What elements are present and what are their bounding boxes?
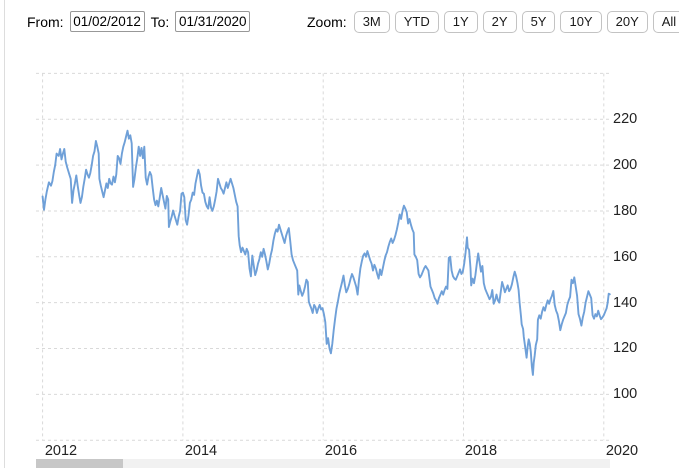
x-axis-tick-2020: 2020 [605, 443, 639, 459]
x-axis-tick-2016: 2016 [324, 443, 358, 459]
to-date-input[interactable] [175, 11, 251, 32]
zoom-button-ytd[interactable]: YTD [394, 11, 439, 33]
y-axis-tick-200: 200 [613, 157, 638, 173]
zoom-button-all[interactable]: All [652, 11, 679, 33]
x-axis-tick-2014: 2014 [184, 443, 218, 459]
x-axis-tick-2012: 2012 [44, 443, 78, 459]
zoom-button-5y[interactable]: 5Y [521, 11, 556, 33]
from-label: From: [27, 13, 64, 30]
from-date-input[interactable] [69, 11, 145, 32]
y-axis-tick-100: 100 [613, 386, 638, 402]
price-series-line [41, 129, 611, 376]
zoom-button-1y[interactable]: 1Y [443, 11, 478, 33]
zoom-button-3m[interactable]: 3M [353, 11, 390, 33]
zoom-button-20y[interactable]: 20Y [606, 11, 648, 33]
y-axis-tick-140: 140 [613, 295, 638, 311]
x-axis-tick-2018: 2018 [464, 443, 498, 459]
y-axis-tick-220: 220 [613, 111, 638, 127]
zoom-button-10y[interactable]: 10Y [560, 11, 602, 33]
y-axis-tick-160: 160 [613, 249, 638, 265]
y-axis-tick-180: 180 [613, 203, 638, 219]
to-label: To: [150, 13, 170, 30]
chart-scrollbar-thumb[interactable] [36, 459, 123, 468]
chart-scrollbar-track[interactable] [36, 459, 610, 468]
zoom-controls: Zoom: 3M YTD 1Y 2Y 5Y 10Y 20Y All [307, 11, 679, 33]
y-axis-tick-120: 120 [613, 340, 638, 356]
page-left-border [4, 0, 5, 468]
zoom-button-2y[interactable]: 2Y [482, 11, 517, 33]
date-range-controls: From: To: [27, 11, 251, 32]
zoom-label: Zoom: [307, 14, 347, 30]
